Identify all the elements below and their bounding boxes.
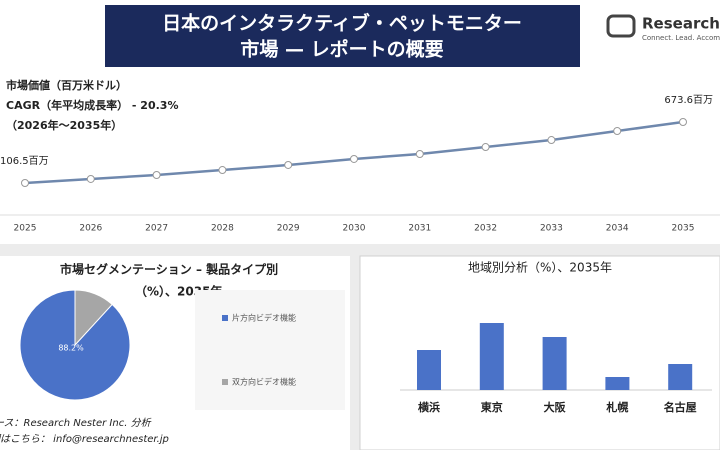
x-tick-label: 2031	[408, 224, 431, 234]
x-tick-label: 2035	[672, 224, 695, 234]
x-tick-label: 2030	[343, 224, 366, 234]
x-tick-label: 2034	[606, 224, 629, 234]
logo-name: Research Nester	[642, 15, 720, 33]
point	[547, 136, 556, 145]
x-tick-label: 2032	[474, 224, 497, 234]
x-tick-label: 東京	[481, 400, 503, 414]
point	[86, 174, 95, 183]
source: ソース：Research Nester Inc. 分析	[0, 417, 152, 429]
legend-swatch	[222, 379, 228, 385]
point	[152, 170, 161, 179]
x-tick-label: 横浜	[418, 400, 440, 414]
bar	[542, 337, 567, 390]
legend-box	[195, 290, 345, 410]
data-label: 673.6百万	[664, 94, 713, 106]
point	[284, 160, 293, 169]
pie-title: 市場セグメンテーション – 製品タイプ別	[60, 262, 278, 277]
source: 詳細はこちら： info@researchnester.jp	[0, 433, 169, 445]
x-tick-label: 2025	[14, 224, 37, 234]
x-tick-label: 名古屋	[664, 400, 697, 414]
bar	[668, 364, 693, 390]
data-label: 88.2%	[58, 344, 84, 353]
point	[415, 150, 424, 159]
header-box	[105, 5, 580, 67]
header-title: 市場 — レポートの概要	[240, 38, 443, 61]
bar	[605, 377, 630, 390]
annotation: （2026年～2035年）	[6, 118, 122, 132]
bar-title: 地域別分析（%）、2035年	[468, 261, 612, 275]
x-tick-label: 2028	[211, 224, 234, 234]
x-tick-label: 2026	[79, 224, 102, 234]
x-tick-label: 2029	[277, 224, 300, 234]
legend-label: 双方向ビデオ機能	[232, 377, 296, 387]
annotation: CAGR（年平均成長率） - 20.3%	[6, 98, 178, 112]
x-tick-label: 大阪	[544, 400, 567, 414]
bar	[479, 323, 504, 390]
pie-slice	[74, 289, 113, 347]
point	[613, 126, 622, 135]
header-title: 日本のインタラクティブ・ペットモニター	[162, 12, 522, 35]
point	[350, 154, 358, 163]
point	[481, 143, 490, 152]
point	[218, 166, 227, 175]
logo-icon	[606, 14, 636, 38]
point	[21, 179, 29, 187]
point	[679, 118, 687, 126]
annotation: 市場価値（百万米ドル）	[6, 78, 127, 92]
right-panel	[359, 255, 720, 450]
legend-label: 片方向ビデオ機能	[232, 313, 296, 323]
logo-tagline: Connect. Lead. Accomplish	[642, 34, 720, 42]
x-tick-label: 札幌	[605, 400, 628, 414]
x-tick-label: 2033	[540, 224, 563, 234]
legend-swatch	[222, 315, 228, 321]
bar	[417, 350, 441, 390]
data-label: 106.5百万	[0, 155, 49, 167]
x-tick-label: 2027	[145, 224, 168, 234]
